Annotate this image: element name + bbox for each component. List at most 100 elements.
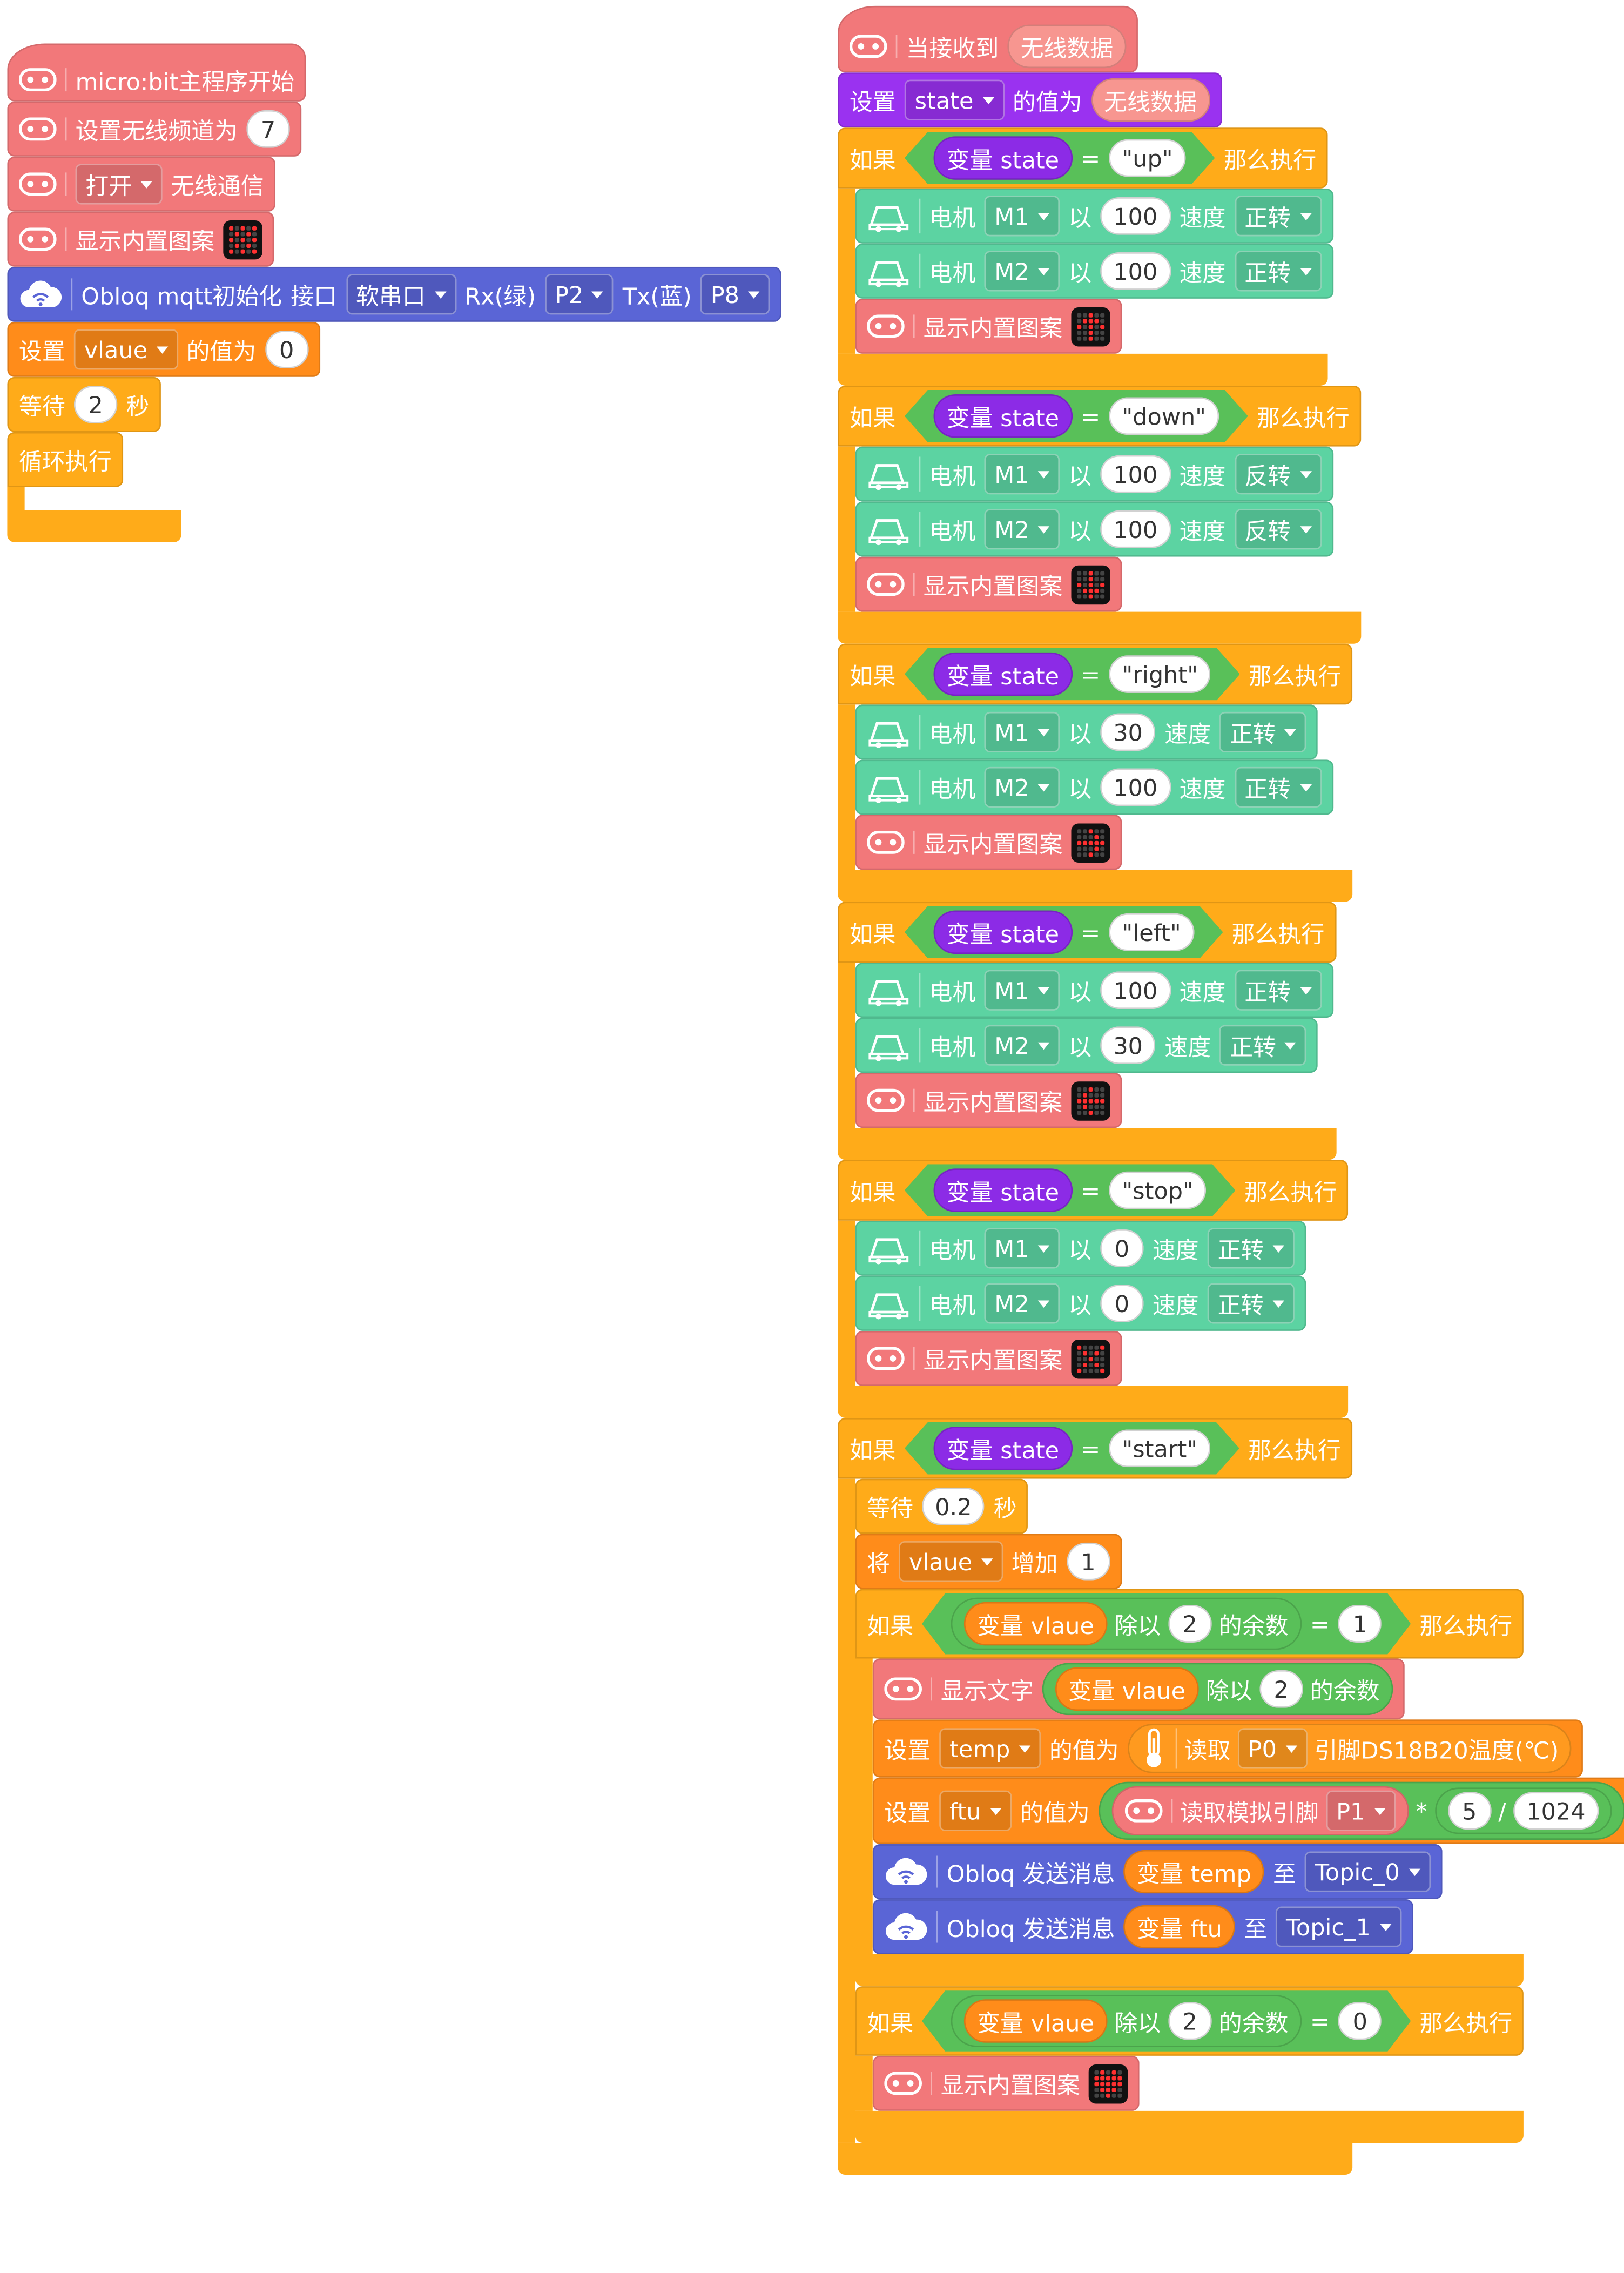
input-field[interactable]: 100 [1100,768,1171,806]
block[interactable]: 显示内置图案 [855,1073,1122,1128]
block[interactable]: 显示内置图案 [7,211,274,267]
input-field[interactable]: 0 [1100,1229,1144,1267]
block[interactable]: 打开 无线通信 [7,156,276,212]
dropdown[interactable]: 正转 [1234,970,1322,1011]
block[interactable]: 如果 变量 state = "stop" 那么执行 [838,1160,1349,1221]
dropdown[interactable]: M1 [984,970,1060,1011]
block[interactable]: 设置 temp 的值为 读取 P0 引脚DS18B20温度(℃) [872,1719,1583,1778]
block[interactable]: 显示内置图案 [855,1330,1122,1386]
input-field[interactable]: "up" [1109,139,1185,177]
block[interactable]: 如果 变量 vlaue 除以 2 的余数 = 0 那么执行 [855,1986,1524,2056]
c-block[interactable]: 如果 变量 state = "down" 那么执行 电机 M1 以 100 速度 反转 电机 M2 以 10… [838,385,1362,644]
block[interactable]: 电机 M2 以 100 速度 正转 [855,243,1333,299]
block[interactable]: 电机 M1 以 100 速度 正转 [855,188,1333,244]
dropdown[interactable]: M2 [984,766,1060,808]
block[interactable]: 设置 state 的值为 无线数据 [838,72,1222,128]
input-field[interactable]: "stop" [1109,1172,1207,1209]
c-block[interactable]: 如果 变量 vlaue 除以 2 的余数 = 0 那么执行 显示内置图案 [855,1986,1524,2143]
reporter[interactable]: 变量 state [934,136,1073,180]
input-field[interactable]: "right" [1109,655,1211,693]
led-pattern[interactable] [1071,823,1110,862]
dropdown[interactable]: Topic_1 [1276,1906,1401,1947]
c-block[interactable]: 循环执行 [7,432,181,542]
input-field[interactable]: 1024 [1513,1792,1599,1830]
input-field[interactable]: 2 [73,385,118,423]
reporter[interactable]: 变量 state [934,394,1073,438]
c-block[interactable]: 如果 变量 state = "up" 那么执行 电机 M1 以 100 速度 正转 电机 M2 以 100 速… [838,127,1333,386]
block[interactable]: Obloq mqtt初始化 接口 软串口 Rx(绿) P2 Tx(蓝) P8 [7,266,781,322]
dropdown[interactable]: 软串口 [346,274,456,315]
reporter[interactable]: 变量 vlaue 除以 2 的余数 [951,1598,1302,1650]
input-field[interactable]: 0 [265,330,308,368]
input-field[interactable]: 30 [1100,713,1156,751]
dropdown[interactable]: 正转 [1207,1228,1295,1269]
dropdown[interactable]: P8 [700,274,770,315]
dropdown[interactable]: vlaue [899,1541,1003,1582]
block[interactable]: 显示内置图案 [855,815,1122,870]
block[interactable]: 电机 M1 以 100 速度 反转 [855,446,1333,502]
dropdown[interactable]: 正转 [1207,1283,1295,1324]
reporter[interactable]: 变量 vlaue [1055,1667,1199,1711]
led-pattern[interactable] [1071,306,1110,346]
block[interactable]: 显示文字 变量 vlaue 除以 2 的余数 [872,1658,1405,1720]
block[interactable]: 如果 变量 vlaue 除以 2 的余数 = 1 那么执行 [855,1589,1524,1659]
block[interactable]: 电机 M2 以 0 速度 正转 [855,1275,1306,1331]
block[interactable]: 电机 M1 以 0 速度 正转 [855,1220,1306,1276]
block[interactable]: 电机 M2 以 30 速度 正转 [855,1018,1318,1073]
boolean[interactable]: 变量 state = "up" [905,132,1215,184]
boolean[interactable]: 变量 vlaue 除以 2 的余数 = 1 [922,1593,1411,1655]
led-pattern[interactable] [1071,564,1110,604]
input-field[interactable]: "start" [1109,1429,1210,1467]
input-field[interactable]: 2 [1259,1670,1303,1708]
input-field[interactable]: 100 [1100,971,1171,1010]
reporter[interactable]: 读取模拟引脚 P1 [1111,1786,1409,1835]
dropdown[interactable]: P1 [1326,1790,1396,1831]
dropdown[interactable]: M2 [984,1025,1060,1066]
dropdown[interactable]: P0 [1237,1728,1308,1769]
block[interactable]: 如果 变量 state = "right" 那么执行 [838,643,1353,705]
boolean[interactable]: 变量 state = "down" [905,390,1248,442]
input-field[interactable]: 5 [1447,1792,1491,1830]
dropdown[interactable]: Topic_0 [1305,1851,1431,1892]
reporter[interactable]: 读取模拟引脚 P1 * 5/1024 [1098,1781,1624,1840]
input-field[interactable]: 2 [1168,1605,1212,1643]
block[interactable]: Obloq 发送消息 变量 temp 至 Topic_0 [872,1844,1442,1900]
reporter[interactable]: 变量 vlaue [964,1602,1107,1646]
block[interactable]: 将 vlaue 增加 1 [855,1534,1122,1589]
script[interactable]: micro:bit主程序开始 设置无线频道为 7 打开 无线通信 显示内置图案 Obloq … [7,43,781,542]
input-field[interactable]: 100 [1100,252,1171,290]
block[interactable]: 循环执行 [7,432,124,487]
block[interactable]: 电机 M1 以 100 速度 正转 [855,963,1333,1018]
dropdown[interactable]: 正转 [1219,711,1307,752]
dropdown[interactable]: M1 [984,1228,1060,1269]
reporter[interactable]: 变量 state [934,1427,1073,1470]
block[interactable]: 等待 2 秒 [7,376,161,432]
dropdown[interactable]: 正转 [1234,766,1322,808]
input-field[interactable]: 0 [1100,1285,1144,1322]
dropdown[interactable]: 正转 [1234,251,1322,292]
block[interactable]: 如果 变量 state = "start" 那么执行 [838,1417,1353,1479]
dropdown[interactable]: 反转 [1234,454,1322,495]
dropdown[interactable]: 打开 [75,164,163,205]
dropdown[interactable]: M1 [984,196,1060,237]
dropdown[interactable]: state [904,79,1004,120]
input-field[interactable]: "down" [1109,397,1219,435]
input-field[interactable]: 100 [1100,455,1171,493]
reporter[interactable]: 变量 state [934,911,1073,954]
dropdown[interactable]: temp [939,1728,1041,1769]
led-pattern[interactable] [1088,2063,1128,2103]
dropdown[interactable]: 正转 [1234,196,1322,237]
c-block[interactable]: 如果 变量 state = "right" 那么执行 电机 M1 以 30 速度 正转 电机 M2 以 10… [838,643,1353,902]
dropdown[interactable]: M2 [984,1283,1060,1324]
reporter[interactable]: 无线数据 [1090,78,1210,122]
c-block[interactable]: 如果 变量 state = "start" 那么执行 等待 0.2 秒将 vlaue 增加 1 如果变… [838,1417,1624,2175]
block[interactable]: 显示内置图案 [855,298,1122,354]
reporter[interactable]: 变量 state [934,653,1073,696]
led-pattern[interactable] [1071,1080,1110,1120]
block[interactable]: 设置 vlaue 的值为 0 [7,321,320,377]
block[interactable]: 显示内置图案 [872,2055,1140,2111]
dropdown[interactable]: P2 [544,274,614,315]
block[interactable]: Obloq 发送消息 变量 ftu 至 Topic_1 [872,1899,1413,1955]
c-block[interactable]: 如果 变量 vlaue 除以 2 的余数 = 1 那么执行 显示文字 变量 vlaue 除以 2 的余数… [855,1589,1624,1987]
script[interactable]: 当接收到 无线数据 设置 state 的值为 无线数据 如果 变量 state = "up" 那么执… [838,5,1624,2175]
